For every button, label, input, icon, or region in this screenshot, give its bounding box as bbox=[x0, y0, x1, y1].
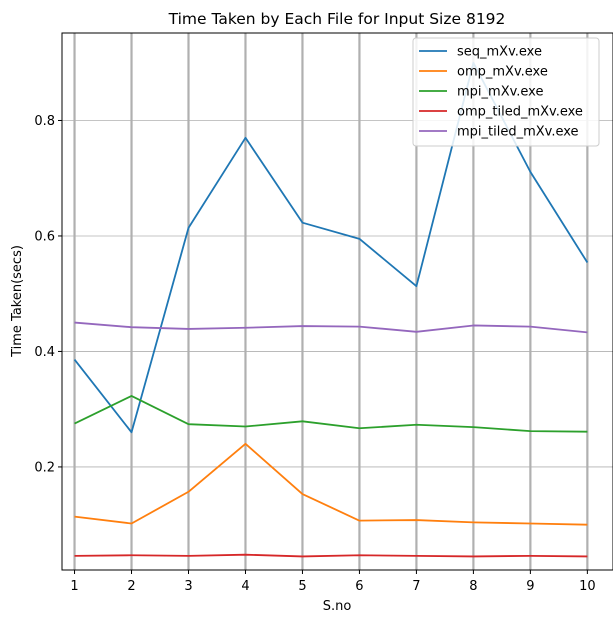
series-line-2 bbox=[74, 395, 588, 433]
y-axis-label: Time Taken(secs) bbox=[10, 245, 25, 358]
legend-label: mpi_tiled_mXv.exe bbox=[457, 125, 579, 140]
chart-title: Time Taken by Each File for Input Size 8… bbox=[168, 10, 506, 28]
axis-ticks: 1 2 3 4 5 6 7 8 9 10 0.2 0.4 0.6 0.8 bbox=[34, 114, 595, 594]
legend-label: omp_tiled_mXv.exe bbox=[457, 105, 583, 120]
x-tick-label: 3 bbox=[184, 579, 192, 594]
legend: seq_mXv.exe omp_mXv.exe mpi_mXv.exe omp_til… bbox=[412, 37, 600, 147]
y-tick-label: 0.6 bbox=[34, 229, 55, 244]
x-tick-label: 10 bbox=[579, 579, 596, 594]
y-tick-label: 0.8 bbox=[34, 114, 55, 129]
series-line-3 bbox=[74, 553, 588, 558]
legend-label: mpi_mXv.exe bbox=[457, 85, 543, 100]
legend-label: seq_mXv.exe bbox=[457, 45, 542, 60]
x-tick-label: 7 bbox=[412, 579, 420, 594]
x-tick-label: 2 bbox=[127, 579, 135, 594]
x-tick-label: 1 bbox=[70, 579, 78, 594]
y-tick-label: 0.2 bbox=[34, 460, 55, 475]
plot-frame bbox=[61, 32, 613, 571]
x-tick-label: 4 bbox=[241, 579, 249, 594]
x-tick-label: 9 bbox=[526, 579, 534, 594]
legend-label: omp_mXv.exe bbox=[457, 65, 548, 80]
x-tick-label: 8 bbox=[469, 579, 477, 594]
x-tick-label: 6 bbox=[355, 579, 363, 594]
series-line-1 bbox=[74, 442, 588, 526]
x-axis-label: S.no bbox=[323, 599, 352, 614]
series-line-4 bbox=[74, 321, 588, 334]
legend-box bbox=[412, 37, 600, 147]
y-tick-label: 0.4 bbox=[34, 345, 55, 360]
x-tick-label: 5 bbox=[298, 579, 306, 594]
